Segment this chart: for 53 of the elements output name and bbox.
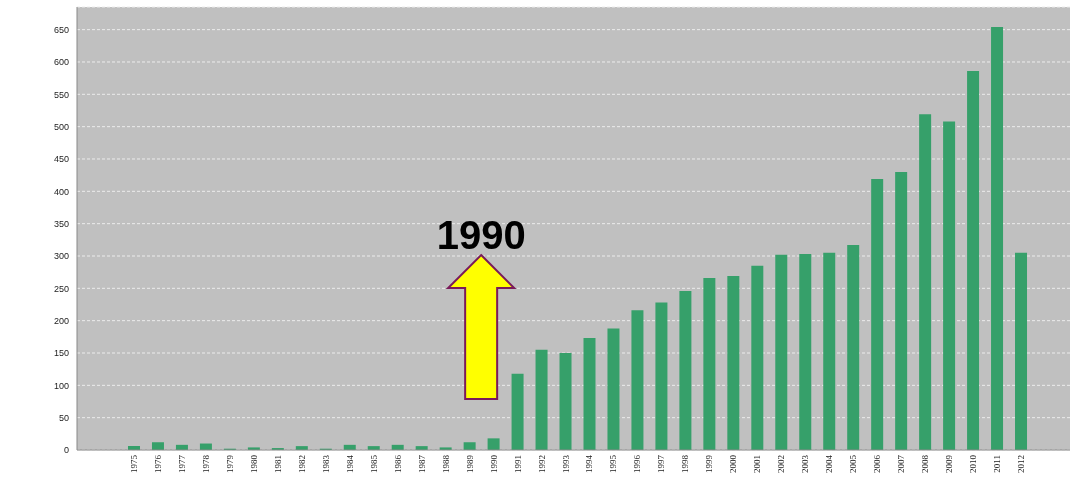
x-tick-label: 1986	[392, 454, 403, 473]
x-tick-label: 2011	[992, 455, 1003, 473]
x-tick-label: 2012	[1016, 455, 1027, 473]
x-tick-label: 2002	[776, 455, 787, 473]
x-tick-label: 1987	[416, 454, 427, 473]
x-tick-label: 1985	[368, 454, 379, 473]
annotation: 1990	[436, 213, 526, 258]
x-tick-label: 1982	[296, 455, 307, 473]
x-tick-label: 1988	[440, 454, 451, 473]
y-tick-label: 0	[63, 445, 69, 456]
x-tick-label: 1998	[680, 454, 691, 473]
x-tick-label: 2008	[920, 454, 931, 473]
y-tick-label: 350	[53, 218, 69, 229]
x-tick-label: 1993	[560, 454, 571, 473]
x-tick-label: 1992	[536, 455, 547, 473]
x-tick-label: 1990	[488, 454, 499, 473]
x-tick-label: 2007	[896, 454, 907, 473]
y-tick-label: 600	[53, 57, 69, 68]
y-tick-label: 500	[53, 121, 69, 132]
x-tick-label: 1984	[344, 454, 355, 473]
y-tick-label: 450	[53, 154, 69, 165]
x-tick-label: 1997	[656, 454, 667, 473]
x-tick-label: 1989	[464, 454, 475, 473]
x-tick-label: 1976	[152, 454, 163, 473]
x-tick-label: 1980	[248, 454, 259, 473]
y-tick-label: 50	[58, 412, 69, 423]
x-tick-label: 2009	[944, 454, 955, 473]
y-tick-label: 400	[53, 186, 69, 197]
x-tick-label: 2003	[800, 454, 811, 473]
x-tick-label: 1978	[200, 454, 211, 473]
x-tick-label: 2010	[968, 454, 979, 473]
x-tick-label: 2001	[752, 455, 763, 473]
y-tick-label: 100	[53, 380, 69, 391]
x-tick-label: 1999	[704, 454, 715, 473]
y-tick-label: 200	[53, 315, 69, 326]
x-tick-label: 1994	[584, 454, 595, 473]
x-tick-label: 1979	[224, 454, 235, 473]
y-tick-label: 550	[53, 89, 69, 100]
x-tick-label: 2004	[824, 454, 835, 473]
x-tick-label: 1995	[608, 454, 619, 473]
x-tick-label: 2005	[848, 454, 859, 473]
x-tick-label: 1977	[176, 454, 187, 473]
y-tick-label: 300	[53, 251, 69, 262]
x-tick-label: 1996	[632, 454, 643, 473]
x-tick-label: 1975	[128, 454, 139, 473]
y-tick-label: 650	[53, 24, 69, 35]
x-tick-label: 1983	[320, 454, 331, 473]
x-tick-label: 1981	[272, 455, 283, 473]
x-tick-label: 2000	[728, 454, 739, 473]
y-tick-label: 250	[53, 283, 69, 294]
x-tick-label: 2006	[872, 454, 883, 473]
y-tick-label: 150	[53, 348, 69, 359]
x-tick-label: 1991	[512, 455, 523, 473]
